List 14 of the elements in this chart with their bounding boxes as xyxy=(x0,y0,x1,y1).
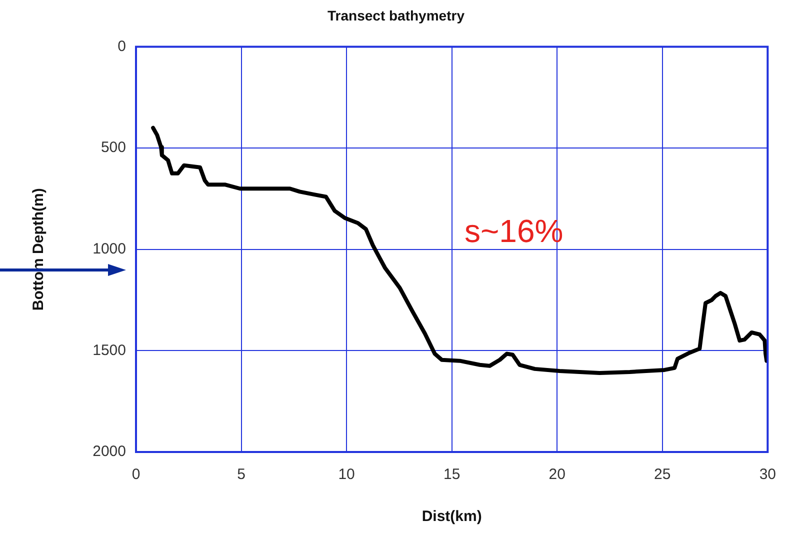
x-tick-label: 20 xyxy=(548,466,566,484)
y-tick-label: 2000 xyxy=(92,443,126,460)
x-axis-title: Dist(km) xyxy=(422,508,482,526)
chart-title: Transect bathymetry xyxy=(328,7,465,24)
x-tick-label: 10 xyxy=(338,466,355,484)
x-tick-label: 15 xyxy=(443,466,460,484)
y-tick-label: 500 xyxy=(100,139,126,156)
x-tick-label: 5 xyxy=(237,466,246,484)
y-tick-label: 0 xyxy=(118,38,126,55)
y-tick-label: 1500 xyxy=(92,342,126,359)
y-tick-label: 1000 xyxy=(92,240,126,258)
x-tick-label: 0 xyxy=(132,466,140,484)
x-tick-label: 25 xyxy=(654,466,671,484)
x-tick-label: 30 xyxy=(759,466,776,484)
